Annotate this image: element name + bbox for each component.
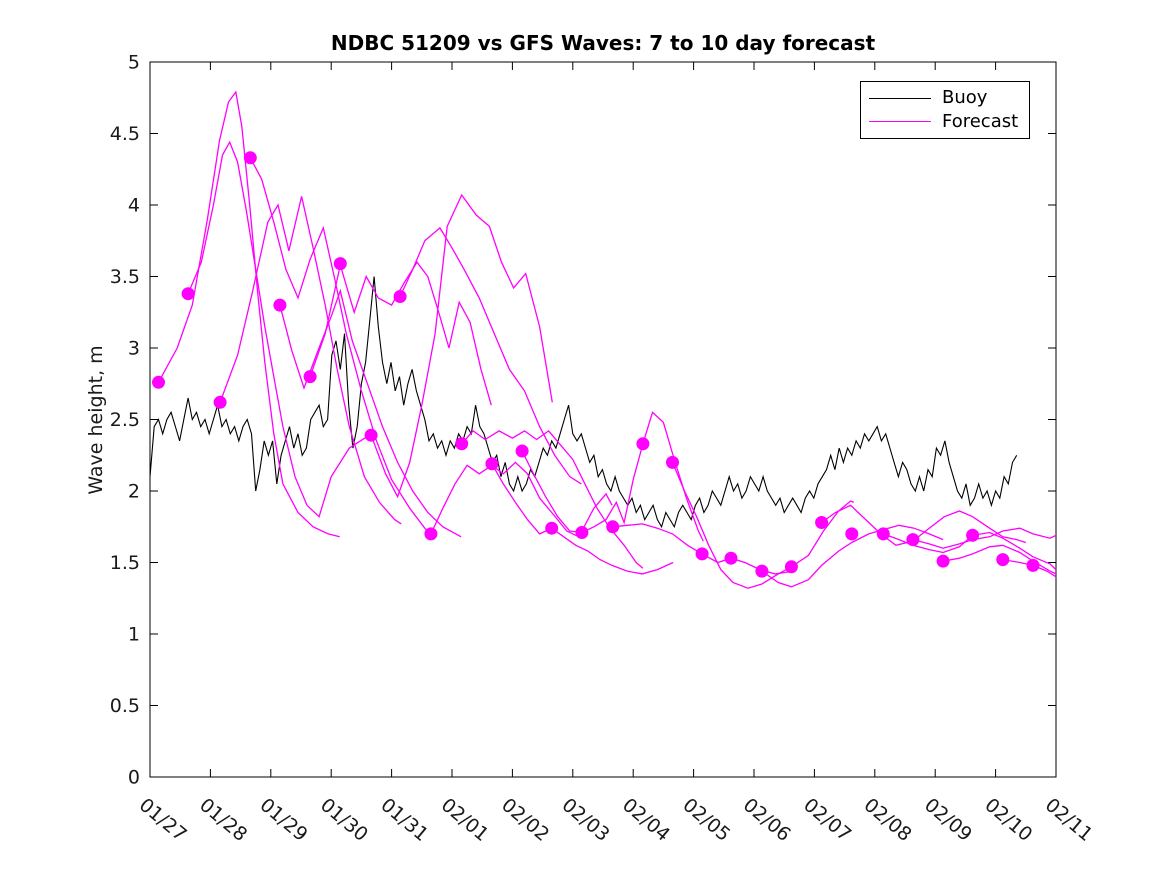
y-tick-label: 2: [128, 481, 140, 503]
forecast-marker: [273, 298, 287, 312]
forecast-line: [942, 544, 1057, 575]
forecast-marker: [213, 395, 227, 409]
y-tick-label: 3.5: [110, 266, 140, 288]
forecast-marker: [815, 516, 829, 529]
legend: Buoy Forecast: [860, 81, 1030, 139]
legend-item-buoy: Buoy: [869, 89, 1021, 107]
y-tick-label: 0.5: [110, 695, 140, 717]
y-tick-label: 2.5: [110, 409, 140, 431]
forecast-line: [912, 527, 1057, 549]
forecast-marker: [996, 553, 1010, 567]
forecast-marker: [455, 437, 469, 451]
forecast-marker: [666, 455, 679, 469]
legend-item-forecast: Forecast: [869, 110, 1021, 132]
forecast-marker: [364, 428, 378, 442]
forecast-marker: [636, 437, 650, 451]
y-tick-label: 4: [128, 195, 140, 217]
forecast-marker: [424, 527, 438, 541]
y-tick-label: 0: [128, 767, 140, 789]
forecast-marker: [575, 526, 589, 539]
forecast-marker: [966, 528, 980, 542]
forecast-line: [491, 463, 674, 575]
y-tick-label: 3: [128, 338, 140, 360]
y-tick-label: 1.5: [110, 552, 140, 574]
forecast-marker: [393, 290, 407, 303]
forecast-marker: [181, 287, 195, 301]
buoy-series-line: [149, 276, 1018, 529]
y-tick-label: 1: [128, 624, 140, 646]
forecast-line: [309, 261, 492, 406]
forecast-marker: [724, 551, 738, 565]
forecast-marker: [515, 444, 529, 458]
forecast-marker: [755, 564, 769, 578]
buoy-legend-line-sample: [869, 97, 931, 99]
forecast-marker: [906, 533, 920, 547]
forecast-line: [821, 504, 1026, 547]
forecast-marker: [545, 521, 559, 535]
forecast-line: [430, 461, 613, 538]
forecast-marker: [333, 257, 347, 271]
y-tick-label: 4.5: [110, 123, 140, 145]
forecast-marker: [845, 527, 859, 541]
forecast-legend-line-sample: [869, 121, 931, 123]
forecast-legend-label: Forecast: [942, 110, 1019, 132]
forecast-line: [370, 193, 553, 499]
forecast-marker: [876, 527, 890, 541]
buoy-legend-label: Buoy: [942, 87, 988, 109]
forecast-line: [219, 196, 402, 525]
forecast-line: [761, 524, 944, 588]
forecast-marker: [303, 370, 317, 384]
chart-title: NDBC 51209 vs GFS Waves: 7 to 10 day for…: [330, 31, 876, 55]
y-tick-label: 5: [128, 52, 140, 74]
forecast-marker: [936, 554, 950, 568]
forecast-line: [399, 226, 582, 485]
forecast-marker: [784, 560, 798, 574]
y-axis-label: Wave height, m: [85, 345, 107, 495]
forecast-marker: [485, 457, 499, 471]
forecast-marker: [606, 520, 620, 534]
forecast-line: [249, 157, 432, 536]
forecast-marker: [243, 151, 257, 165]
forecast-marker: [1026, 558, 1040, 572]
forecast-marker: [152, 375, 165, 389]
forecast-line: [461, 430, 644, 569]
forecast-line: [187, 140, 370, 518]
forecast-marker: [695, 547, 709, 561]
forecast-line: [157, 90, 340, 538]
forecast-line: [671, 462, 854, 589]
